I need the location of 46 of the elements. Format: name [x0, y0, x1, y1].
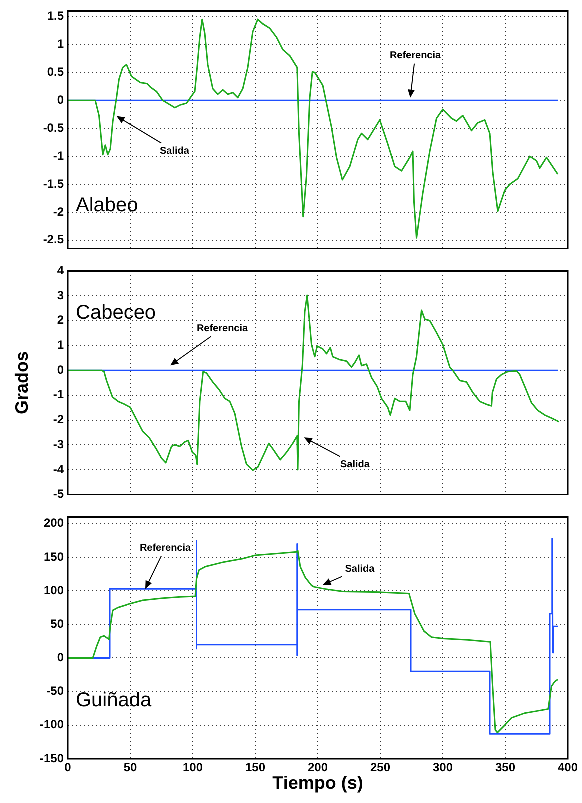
annotation: Salida	[345, 564, 376, 575]
y-tick-label: -2	[53, 412, 64, 427]
y-tick-label: 1	[57, 338, 64, 352]
y-tick-label: -3	[53, 437, 64, 452]
y-axis-title: Grados	[12, 351, 32, 415]
x-tick-label: 250	[370, 760, 391, 775]
y-tick-label: -100	[40, 718, 64, 732]
y-tick-label: 0	[57, 362, 64, 377]
x-tick-label: 200	[308, 760, 328, 775]
x-tick-label: 100	[182, 760, 204, 775]
y-tick-label: -1.5	[43, 176, 64, 191]
y-tick-label: 3	[57, 288, 64, 302]
annotation: Referencia	[196, 323, 249, 334]
y-tick-label: 0.5	[47, 65, 64, 80]
x-tick-label: 300	[432, 760, 454, 775]
text: Guiñada	[76, 689, 152, 712]
y-tick-label: 1	[57, 37, 64, 52]
y-tick-label: -50	[46, 684, 64, 698]
text: Cabeceo	[76, 302, 156, 324]
y-tick-label: 100	[44, 583, 64, 598]
annotation: Salida	[340, 459, 370, 470]
y-tick-label: 0	[57, 92, 64, 107]
y-tick-label: -2	[53, 204, 64, 219]
y-tick-label: -150	[40, 751, 64, 766]
y-tick-label: 0	[57, 650, 64, 665]
y-tick-label: 50	[50, 616, 64, 631]
x-axis-title: Tiempo (s)	[272, 773, 364, 794]
y-tick-label: -0.5	[43, 120, 64, 135]
y-tick-label: 200	[44, 516, 64, 530]
y-tick-label: -1	[53, 388, 64, 402]
x-tick-label: 150	[245, 760, 266, 775]
y-tick-label: 2	[57, 313, 64, 328]
y-tick-label: 4	[57, 264, 64, 278]
annotation: Referencia	[390, 50, 442, 62]
x-tick-label: 50	[124, 760, 138, 775]
y-tick-label: -5	[53, 487, 64, 502]
x-tick-label: 400	[558, 760, 578, 775]
y-tick-label: -2.5	[43, 232, 64, 247]
annotation: Referencia	[140, 542, 192, 554]
y-tick-label: 150	[44, 550, 64, 564]
y-tick-label: -4	[53, 462, 64, 476]
y-tick-label: 1.5	[47, 9, 64, 24]
y-tick-label: -1	[53, 148, 64, 163]
annotation: Salida	[160, 146, 190, 158]
x-tick-label: 350	[495, 760, 516, 775]
text: Alabeo	[76, 194, 138, 217]
